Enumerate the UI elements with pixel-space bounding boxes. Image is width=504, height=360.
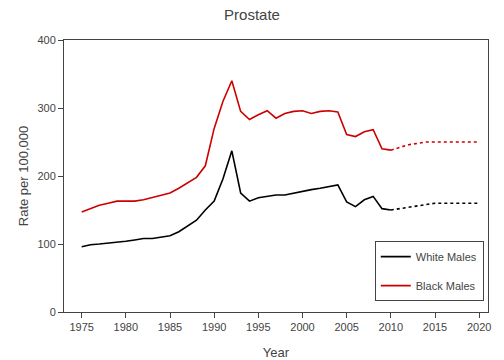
svg-text:Black Males: Black Males <box>416 280 476 292</box>
svg-text:300: 300 <box>37 102 55 114</box>
svg-text:0: 0 <box>50 306 56 318</box>
svg-text:2015: 2015 <box>423 321 447 333</box>
svg-text:100: 100 <box>37 238 55 250</box>
svg-text:1975: 1975 <box>69 321 93 333</box>
svg-text:1985: 1985 <box>158 321 182 333</box>
svg-text:Rate per 100,000: Rate per 100,000 <box>16 126 31 226</box>
svg-text:2010: 2010 <box>379 321 403 333</box>
svg-text:200: 200 <box>37 170 55 182</box>
svg-text:2020: 2020 <box>467 321 491 333</box>
svg-text:2000: 2000 <box>290 321 314 333</box>
svg-text:Year: Year <box>263 345 290 360</box>
svg-text:1990: 1990 <box>202 321 226 333</box>
svg-text:400: 400 <box>37 34 55 46</box>
svg-text:White Males: White Males <box>416 251 477 263</box>
svg-text:2005: 2005 <box>334 321 358 333</box>
svg-text:1995: 1995 <box>246 321 270 333</box>
svg-text:1980: 1980 <box>114 321 138 333</box>
svg-text:Prostate: Prostate <box>224 6 280 23</box>
